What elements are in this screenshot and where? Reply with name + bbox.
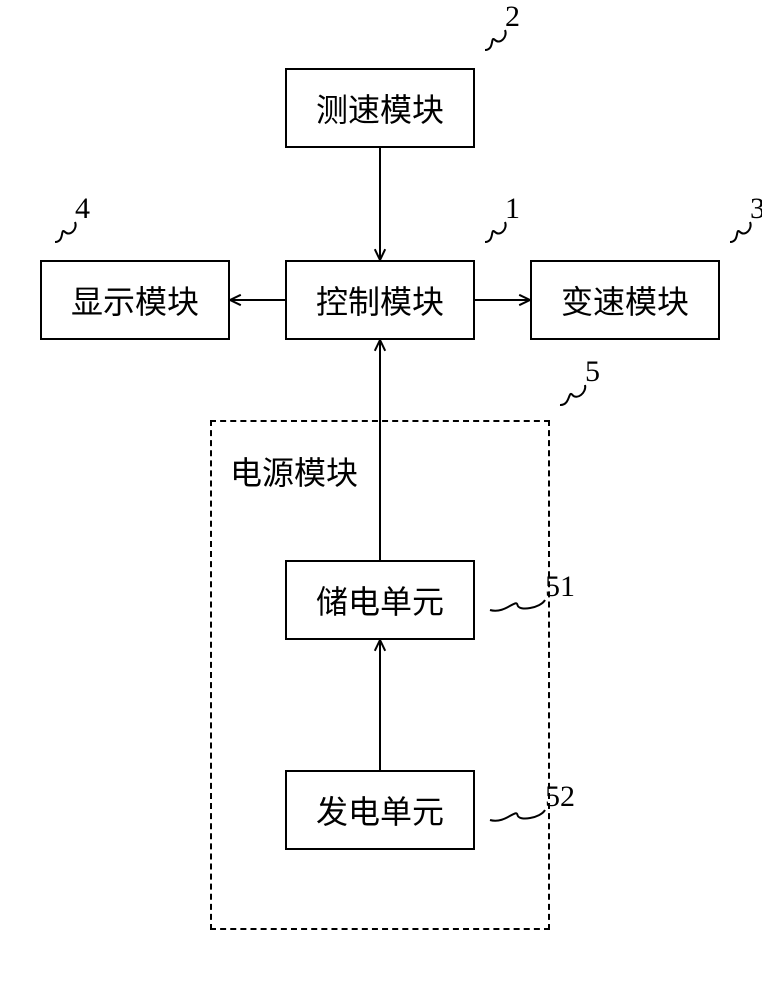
- power-module-label: 电源模块: [230, 448, 358, 494]
- shift-label: 变速模块: [561, 277, 689, 323]
- shift-block: 变速模块: [530, 260, 720, 340]
- power-module-group: [210, 420, 550, 930]
- ref-storage: 51: [545, 570, 575, 604]
- ref-display: 4: [75, 192, 90, 226]
- ref-shift: 3: [750, 192, 762, 226]
- generation-label: 发电单元: [316, 787, 444, 833]
- ref-generation: 52: [545, 780, 575, 814]
- display-block: 显示模块: [40, 260, 230, 340]
- diagram-canvas: 测速模块 控制模块 显示模块 变速模块 储电单元 发电单元 电源模块 2 1 4…: [0, 0, 762, 1000]
- ref-power: 5: [585, 355, 600, 389]
- speed-measure-label: 测速模块: [316, 85, 444, 131]
- display-label: 显示模块: [71, 277, 199, 323]
- storage-block: 储电单元: [285, 560, 475, 640]
- speed-measure-block: 测速模块: [285, 68, 475, 148]
- storage-label: 储电单元: [316, 577, 444, 623]
- generation-block: 发电单元: [285, 770, 475, 850]
- ref-speed-measure: 2: [505, 0, 520, 34]
- control-block: 控制模块: [285, 260, 475, 340]
- control-label: 控制模块: [316, 277, 444, 323]
- ref-control: 1: [505, 192, 520, 226]
